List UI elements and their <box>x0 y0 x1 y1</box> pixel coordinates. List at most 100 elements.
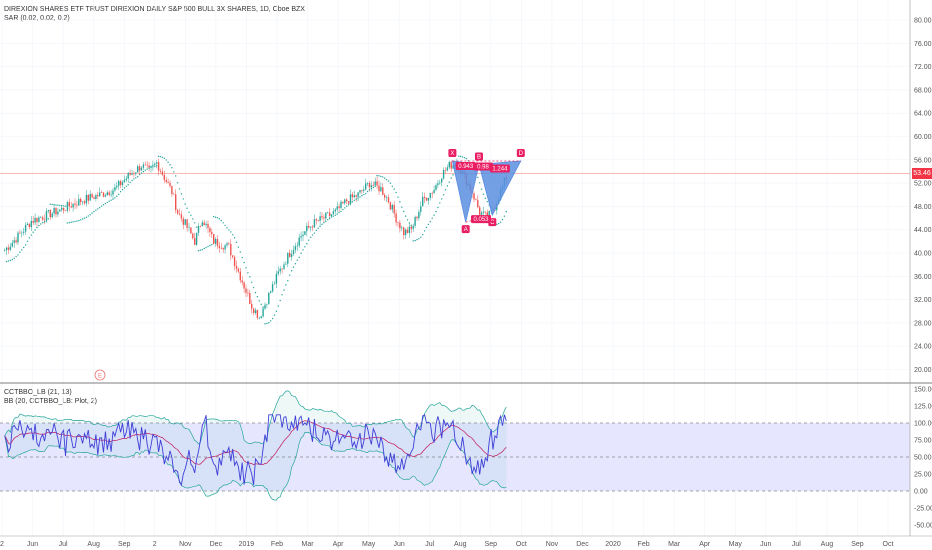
sar-dot <box>30 234 32 236</box>
candle-body <box>188 227 190 228</box>
sar-dot <box>91 212 93 214</box>
candle-body <box>349 194 352 204</box>
candle-body <box>99 192 101 197</box>
sar-dot <box>121 188 124 191</box>
candle-body <box>311 226 314 228</box>
sar-dot <box>72 221 74 223</box>
sar-dot <box>397 196 399 199</box>
time-tick-label: Jun <box>27 541 38 548</box>
time-tick-label: 2020 <box>605 541 621 548</box>
time-tick-label: May <box>362 541 376 548</box>
sar-dot <box>277 305 279 307</box>
candle-body <box>328 212 331 216</box>
sar-dot <box>62 205 65 207</box>
time-tick-label: Feb <box>638 541 650 548</box>
sar-dot <box>477 176 479 179</box>
candle-body <box>53 207 55 214</box>
pattern-point-label: X <box>450 151 454 157</box>
candle-body <box>416 216 418 219</box>
sar-dot <box>275 310 278 313</box>
price-axis[interactable]: 80.00 76.00 72.00 68.00 64.00 60.00 56.00 52.00… <box>914 18 932 530</box>
sar-dot <box>365 192 367 195</box>
candle-body <box>385 197 388 199</box>
sar-dot <box>334 214 336 216</box>
candle-body <box>9 246 12 250</box>
sar-dot <box>216 217 219 219</box>
sar-dot <box>167 161 169 163</box>
time-tick-label: Jul <box>59 541 68 548</box>
candle-body <box>306 225 308 232</box>
candle-body <box>32 220 34 223</box>
candle-body <box>484 211 487 213</box>
candle-body <box>315 219 317 221</box>
osc-tick-label: 75.00 <box>914 438 932 445</box>
time-tick-label: Aug <box>821 541 834 548</box>
earnings-icon[interactable] <box>94 369 106 381</box>
candle-body <box>40 217 42 219</box>
time-tick-label: Jun <box>760 541 771 548</box>
candle-body <box>382 187 384 195</box>
sar-dot <box>233 237 236 239</box>
candle-body <box>287 252 289 264</box>
candle-body <box>222 248 224 250</box>
sar-dot <box>138 173 141 176</box>
sar-dot <box>359 196 361 198</box>
candle-body <box>404 229 407 236</box>
sar-dot <box>431 217 433 219</box>
candle-body <box>116 185 118 188</box>
sar-dot <box>423 230 426 232</box>
osc-legend[interactable]: CCTBBO_LB (21, 13) <box>4 389 72 396</box>
sar-dot <box>298 256 300 258</box>
sar-dot <box>325 220 327 223</box>
price-tick-label: 36.00 <box>914 274 932 281</box>
sar-legend[interactable]: SAR (0.02, 0.02, 0.2) <box>4 15 70 22</box>
candle-body <box>256 310 259 319</box>
candle-body <box>190 227 192 234</box>
pattern-point-label: B <box>477 154 481 160</box>
candle-body <box>176 210 179 214</box>
candle-body <box>21 232 23 234</box>
candle-body <box>4 250 6 251</box>
sar-dot <box>403 210 405 213</box>
sar-dot <box>23 246 25 249</box>
harmonic-pattern[interactable]: X A B C D 0.943 0.98 1.244 0.053 <box>448 148 525 234</box>
sar-dot <box>410 224 412 227</box>
candle-body <box>123 179 126 183</box>
candle-body <box>144 164 146 166</box>
sar-dot <box>209 244 211 247</box>
candle-body <box>19 232 21 234</box>
bollinger-lower-line <box>4 431 507 501</box>
candle-body <box>81 201 84 202</box>
candle-body <box>245 288 247 293</box>
sar-dot <box>43 220 46 223</box>
earnings-marker[interactable]: E <box>94 369 106 381</box>
time-tick-label: 2 <box>0 541 4 548</box>
candle-body <box>321 216 323 218</box>
sar-dot <box>137 176 139 178</box>
candle-body <box>197 226 200 233</box>
time-axis[interactable]: 2 Jun Jul Aug Sep 2 Nov Dec 2019 Feb Mar Apr May Jun J… <box>0 541 893 548</box>
candle-body <box>365 183 367 190</box>
sar-dot <box>273 314 276 316</box>
candle-body <box>475 199 477 201</box>
candle-body <box>199 226 202 227</box>
sar-dot <box>127 184 129 186</box>
bb-legend[interactable]: BB (20, CCTBBO_LB: Plot, 2) <box>4 398 97 405</box>
candle-body <box>214 238 217 244</box>
sar-dot <box>499 221 502 223</box>
price-tick-label: 64.00 <box>914 111 932 118</box>
candle-body <box>148 165 150 168</box>
sar-dot <box>482 193 485 195</box>
candle-body <box>425 197 428 201</box>
candle-body <box>64 210 67 212</box>
candle-body <box>338 206 340 208</box>
sar-dot <box>503 215 506 217</box>
candle-body <box>76 204 78 206</box>
sar-dot <box>353 199 355 202</box>
candle-body <box>201 222 203 227</box>
sar-dot <box>251 281 253 283</box>
sar-dot <box>395 191 397 194</box>
candle-body <box>13 240 15 243</box>
sar-dot <box>448 181 450 183</box>
